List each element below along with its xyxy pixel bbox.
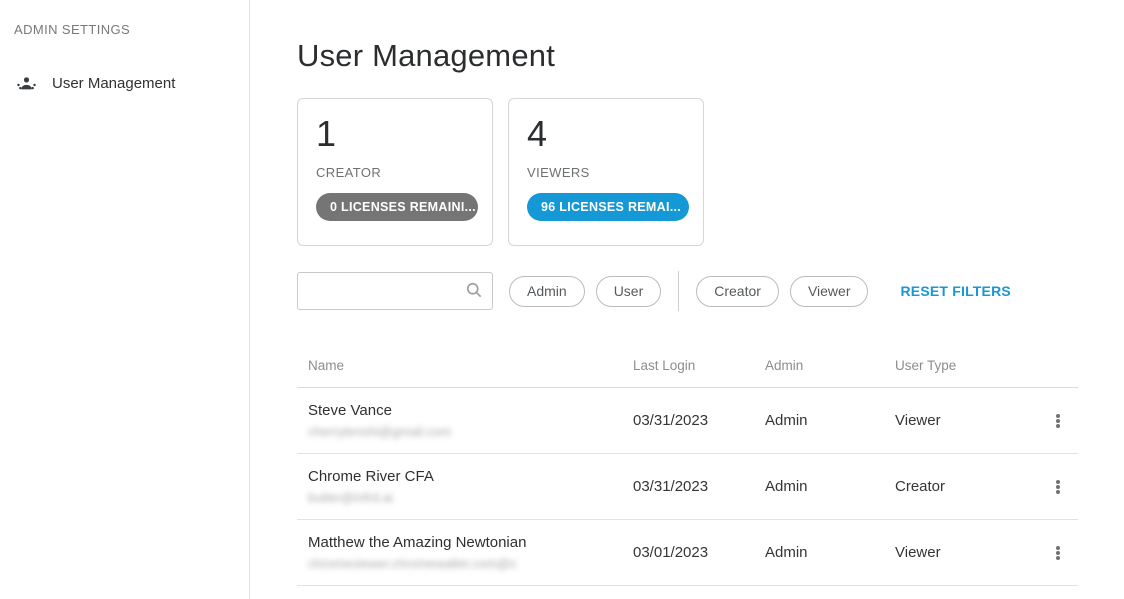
sidebar-section-label: ADMIN SETTINGS bbox=[14, 22, 131, 37]
filter-chip-user[interactable]: User bbox=[595, 275, 662, 307]
page-title: User Management bbox=[297, 38, 556, 73]
sidebar-item-label: User Management bbox=[52, 74, 176, 92]
user-name: Chrome River CFA bbox=[308, 468, 434, 485]
viewer-licenses-badge[interactable]: 96 LICENSES REMAI... bbox=[527, 193, 689, 222]
creator-licenses-badge[interactable]: 0 LICENSES REMAINI... bbox=[316, 193, 478, 222]
filter-toolbar: Admin User Creator Viewer RESET FILTERS bbox=[297, 271, 1124, 311]
creator-label: CREATOR bbox=[316, 165, 382, 181]
row-actions-menu-icon[interactable] bbox=[1044, 473, 1072, 501]
people-icon bbox=[14, 71, 38, 95]
search-box bbox=[297, 272, 493, 310]
admin-settings-sidebar: ADMIN SETTINGS User Management bbox=[0, 0, 250, 599]
row-actions-menu-icon[interactable] bbox=[1044, 407, 1072, 435]
user-name: Steve Vance bbox=[308, 402, 392, 419]
user-type-cell: Viewer bbox=[895, 544, 941, 561]
table-row: Matthew the Amazing Newtonian chromeview… bbox=[297, 520, 1078, 586]
users-table: Name Last Login Admin User Type Steve Va… bbox=[297, 343, 1078, 586]
table-header-row: Name Last Login Admin User Type bbox=[297, 343, 1078, 388]
viewer-stat-card: 4 VIEWERS 96 LICENSES REMAI... bbox=[508, 98, 704, 246]
main-content: User Management 1 CREATOR 0 LICENSES REM… bbox=[250, 0, 1124, 599]
column-header-user-type: User Type bbox=[895, 357, 957, 373]
column-header-admin: Admin bbox=[765, 357, 804, 373]
column-header-name: Name bbox=[308, 357, 345, 373]
user-type-cell: Viewer bbox=[895, 412, 941, 429]
user-name: Matthew the Amazing Newtonian bbox=[308, 534, 527, 551]
user-name-cell: Matthew the Amazing Newtonian chromeview… bbox=[308, 534, 633, 571]
user-name-cell: Steve Vance cherrytenshi@gmail.com bbox=[308, 402, 633, 439]
last-login-cell: 03/31/2023 bbox=[633, 478, 709, 495]
viewer-label: VIEWERS bbox=[527, 165, 590, 181]
table-row: Chrome River CFA butler@infrd.ai 03/31/2… bbox=[297, 454, 1078, 520]
viewer-count: 4 bbox=[527, 113, 548, 154]
user-name-cell: Chrome River CFA butler@infrd.ai bbox=[308, 468, 633, 505]
license-stat-cards: 1 CREATOR 0 LICENSES REMAINI... 4 VIEWER… bbox=[297, 98, 1124, 246]
row-actions-menu-icon[interactable] bbox=[1044, 539, 1072, 567]
filter-chip-admin[interactable]: Admin bbox=[509, 275, 585, 307]
chip-group-divider bbox=[678, 271, 680, 311]
sidebar-item-user-management[interactable]: User Management bbox=[14, 71, 235, 95]
filter-chip-creator[interactable]: Creator bbox=[696, 275, 779, 307]
search-icon[interactable] bbox=[464, 280, 484, 300]
user-type-cell: Creator bbox=[895, 478, 946, 495]
last-login-cell: 03/01/2023 bbox=[633, 544, 709, 561]
reset-filters-button[interactable]: RESET FILTERS bbox=[900, 283, 1011, 299]
user-email-redacted: butler@infrd.ai bbox=[308, 490, 393, 505]
search-input[interactable] bbox=[297, 272, 493, 310]
user-email-redacted: cherrytenshi@gmail.com bbox=[308, 424, 452, 439]
filter-chip-viewer[interactable]: Viewer bbox=[789, 275, 869, 307]
creator-stat-card: 1 CREATOR 0 LICENSES REMAINI... bbox=[297, 98, 493, 246]
admin-cell: Admin bbox=[765, 412, 808, 429]
creator-count: 1 bbox=[316, 113, 337, 154]
column-header-last-login: Last Login bbox=[633, 357, 696, 373]
table-row: Steve Vance cherrytenshi@gmail.com 03/31… bbox=[297, 388, 1078, 454]
last-login-cell: 03/31/2023 bbox=[633, 412, 709, 429]
admin-cell: Admin bbox=[765, 478, 808, 495]
admin-cell: Admin bbox=[765, 544, 808, 561]
user-email-redacted: chromeviewer.chromewallet.com@s bbox=[308, 556, 517, 571]
